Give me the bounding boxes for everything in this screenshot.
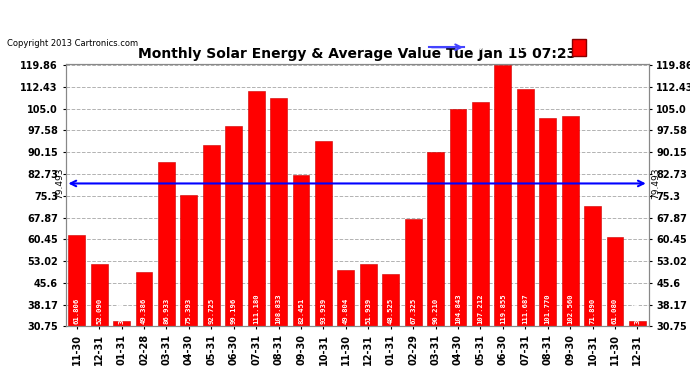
Text: 75.393: 75.393 <box>186 298 192 324</box>
Bar <box>113 321 130 326</box>
Bar <box>540 118 556 326</box>
Text: 49.804: 49.804 <box>343 298 349 324</box>
Text: 32.493: 32.493 <box>119 298 125 324</box>
Bar <box>405 219 422 326</box>
Text: 108.833: 108.833 <box>275 293 282 324</box>
Bar <box>382 274 399 326</box>
Text: 61.806: 61.806 <box>74 298 80 324</box>
Bar <box>607 237 623 326</box>
Text: 71.890: 71.890 <box>589 298 595 324</box>
Bar <box>572 39 586 56</box>
Bar <box>450 109 466 326</box>
Text: 119.855: 119.855 <box>500 293 506 324</box>
Bar <box>562 116 578 326</box>
Bar <box>427 152 444 326</box>
Text: 111.687: 111.687 <box>522 293 529 324</box>
Title: Monthly Solar Energy & Average Value Tue Jan 15 07:23: Monthly Solar Energy & Average Value Tue… <box>138 47 576 61</box>
Text: Monthly  ($): Monthly ($) <box>591 43 653 52</box>
Text: 93.939: 93.939 <box>320 298 326 324</box>
Bar <box>360 264 377 326</box>
Text: 90.210: 90.210 <box>433 298 439 324</box>
Bar <box>158 162 175 326</box>
Text: 82.451: 82.451 <box>298 298 304 324</box>
Text: 107.212: 107.212 <box>477 293 484 324</box>
Text: 51.939: 51.939 <box>365 298 371 324</box>
Text: 86.933: 86.933 <box>164 298 170 324</box>
Bar <box>629 321 646 326</box>
Text: 52.090: 52.090 <box>96 298 102 324</box>
Bar <box>136 272 152 326</box>
Bar <box>181 195 197 326</box>
Text: 111.180: 111.180 <box>253 293 259 324</box>
Text: 49.386: 49.386 <box>141 298 147 324</box>
Text: 79.493: 79.493 <box>55 168 64 199</box>
Bar <box>203 145 219 326</box>
Text: 61.080: 61.080 <box>612 298 618 324</box>
Text: Copyright 2013 Cartronics.com: Copyright 2013 Cartronics.com <box>7 39 138 48</box>
Text: 32.497: 32.497 <box>634 298 640 324</box>
Bar <box>270 98 287 326</box>
Text: 102.560: 102.560 <box>567 293 573 324</box>
Text: 101.770: 101.770 <box>544 293 551 324</box>
Bar <box>68 235 85 326</box>
Bar <box>293 175 309 326</box>
Bar <box>315 141 332 326</box>
Bar <box>226 126 242 326</box>
Text: 48.525: 48.525 <box>388 298 394 324</box>
Text: 67.325: 67.325 <box>410 298 416 324</box>
Bar <box>495 65 511 326</box>
Bar <box>584 206 601 326</box>
Text: 92.725: 92.725 <box>208 298 215 324</box>
Text: Average  ($): Average ($) <box>471 43 533 52</box>
Bar <box>91 264 108 326</box>
Bar <box>337 270 354 326</box>
Bar <box>517 89 533 326</box>
Bar <box>248 91 264 326</box>
Text: 79.493: 79.493 <box>651 168 660 199</box>
Bar <box>472 102 489 326</box>
Text: 99.196: 99.196 <box>230 298 237 324</box>
Text: 104.843: 104.843 <box>455 293 461 324</box>
